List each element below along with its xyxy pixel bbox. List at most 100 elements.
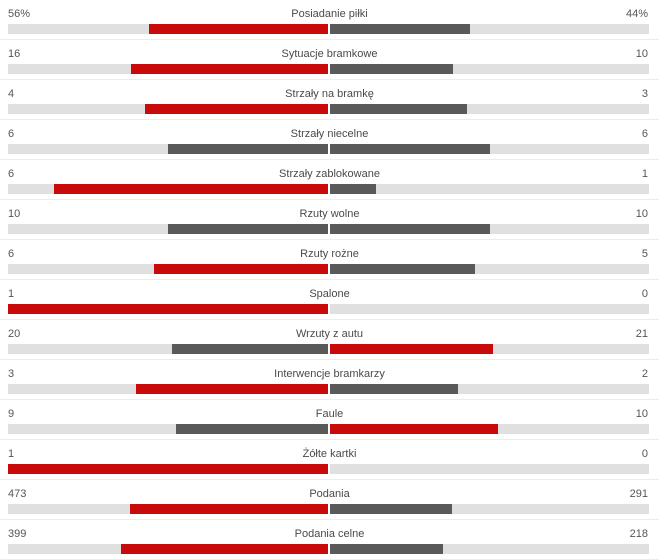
away-bar-fill — [330, 504, 452, 514]
stat-label: Interwencje bramkarzy — [274, 368, 385, 380]
away-bar-fill — [330, 544, 443, 554]
stat-label: Podania — [309, 488, 350, 500]
home-value: 4 — [8, 88, 15, 100]
stat-row: 9 Faule 10 — [0, 400, 659, 440]
stat-label: Wrzuty z autu — [295, 328, 364, 340]
stat-row: 6 Rzuty rożne 5 — [0, 240, 659, 280]
away-value: 218 — [629, 528, 648, 540]
stat-row: 473 Podania 291 — [0, 480, 659, 520]
away-value: 10 — [635, 208, 648, 220]
away-value: 3 — [641, 88, 648, 100]
home-value: 6 — [8, 128, 15, 140]
home-bar-fill — [176, 424, 328, 434]
home-value: 16 — [8, 48, 21, 60]
away-bar-fill — [330, 144, 490, 154]
away-bar-track — [330, 24, 649, 34]
away-bar-track — [330, 544, 649, 554]
home-bar-track — [8, 224, 328, 234]
away-value: 1 — [641, 168, 648, 180]
away-bar-track — [330, 344, 649, 354]
home-bar-track — [8, 304, 328, 314]
home-bar-fill — [148, 24, 328, 34]
stat-label: Podania celne — [294, 528, 365, 540]
home-value: 3 — [8, 368, 15, 380]
away-bar-track — [330, 184, 649, 194]
home-bar-fill — [53, 184, 328, 194]
home-bar-fill — [168, 144, 328, 154]
home-value: 20 — [8, 328, 21, 340]
stat-label: Strzały niecelne — [290, 128, 369, 140]
away-bar-fill — [330, 224, 490, 234]
away-value: 21 — [635, 328, 648, 340]
stat-label: Strzały zablokowane — [279, 168, 380, 180]
home-bar-fill — [8, 304, 328, 314]
away-value: 291 — [629, 488, 648, 500]
home-bar-fill — [120, 544, 328, 554]
stat-row: 6 Strzały niecelne 6 — [0, 120, 659, 160]
home-value: 56% — [8, 8, 31, 20]
stat-label: Rzuty rożne — [300, 248, 359, 260]
home-value: 473 — [8, 488, 27, 500]
stat-row: 1 Żółte kartki 0 — [0, 440, 659, 480]
home-bar-fill — [153, 264, 328, 274]
away-bar-fill — [330, 424, 498, 434]
stat-row: 399 Podania celne 218 — [0, 520, 659, 560]
away-bar-track — [330, 264, 649, 274]
away-bar-fill — [330, 264, 476, 274]
home-bar-fill — [136, 384, 328, 394]
stat-row: 3 Interwencje bramkarzy 2 — [0, 360, 659, 400]
home-bar-track — [8, 384, 328, 394]
home-bar-track — [8, 104, 328, 114]
home-value: 10 — [8, 208, 21, 220]
stat-label: Sytuacje bramkowe — [281, 48, 378, 60]
home-bar-track — [8, 144, 328, 154]
away-value: 10 — [635, 48, 648, 60]
away-value: 0 — [641, 448, 648, 460]
stat-row: 1 Spalone 0 — [0, 280, 659, 320]
away-bar-fill — [330, 104, 467, 114]
away-value: 6 — [641, 128, 648, 140]
stat-label: Rzuty wolne — [299, 208, 360, 220]
stat-row: 4 Strzały na bramkę 3 — [0, 80, 659, 120]
away-value: 0 — [641, 288, 648, 300]
away-bar-track — [330, 64, 649, 74]
stat-row: 16 Sytuacje bramkowe 10 — [0, 40, 659, 80]
stat-row: 56% Posiadanie piłki 44% — [0, 0, 659, 40]
home-value: 6 — [8, 248, 15, 260]
stat-label: Spalone — [309, 288, 350, 300]
home-bar-track — [8, 504, 328, 514]
away-bar-track — [330, 384, 649, 394]
away-bar-track — [330, 424, 649, 434]
away-bar-fill — [330, 384, 458, 394]
stat-row: 20 Wrzuty z autu 21 — [0, 320, 659, 360]
stat-label: Strzały na bramkę — [285, 88, 374, 100]
home-bar-fill — [168, 224, 328, 234]
away-bar-track — [330, 464, 649, 474]
home-bar-fill — [171, 344, 328, 354]
away-bar-fill — [330, 24, 471, 34]
away-bar-track — [330, 224, 649, 234]
home-bar-track — [8, 64, 328, 74]
away-value: 5 — [641, 248, 648, 260]
home-bar-track — [8, 184, 328, 194]
away-bar-fill — [330, 64, 453, 74]
home-bar-fill — [129, 504, 328, 514]
home-bar-fill — [145, 104, 328, 114]
away-bar-track — [330, 104, 649, 114]
stat-label: Faule — [315, 408, 344, 420]
away-bar-track — [330, 504, 649, 514]
away-value: 10 — [635, 408, 648, 420]
stat-label: Posiadanie piłki — [291, 8, 368, 20]
home-value: 9 — [8, 408, 15, 420]
away-bar-fill — [330, 184, 376, 194]
stat-row: 10 Rzuty wolne 10 — [0, 200, 659, 240]
stat-row: 6 Strzały zablokowane 1 — [0, 160, 659, 200]
away-value: 2 — [641, 368, 648, 380]
away-bar-fill — [330, 344, 494, 354]
away-value: 44% — [625, 8, 648, 20]
home-value: 399 — [8, 528, 27, 540]
home-bar-track — [8, 464, 328, 474]
home-bar-track — [8, 544, 328, 554]
home-bar-track — [8, 264, 328, 274]
